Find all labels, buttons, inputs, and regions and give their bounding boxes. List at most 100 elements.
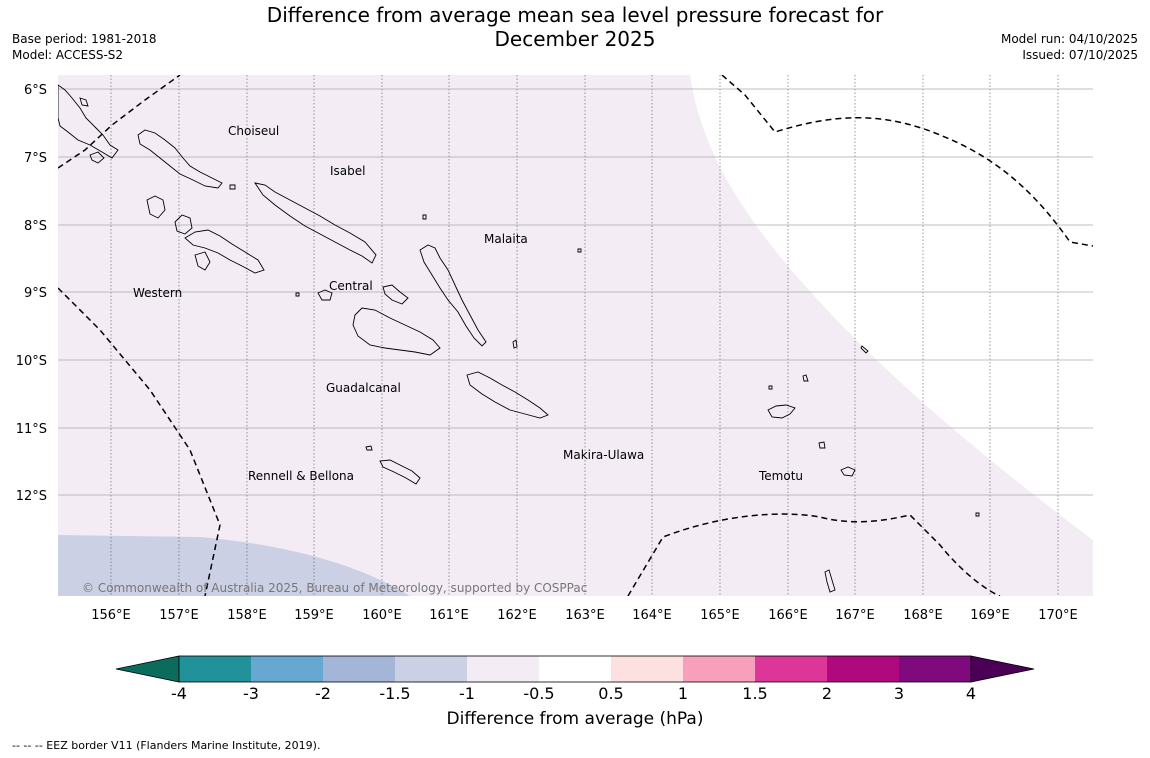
colorbar-segment <box>539 656 611 682</box>
small-islet <box>422 214 427 220</box>
region-label-malaita: Malaita <box>484 232 528 246</box>
region-label-western: Western <box>133 286 182 300</box>
colorbar: -4 -3 -2 -1.5 -1 -0.5 0.5 1 1.5 2 3 4 <box>115 655 1035 703</box>
colorbar-tick-label: 4 <box>966 684 976 703</box>
model-name: Model: ACCESS-S2 <box>12 48 124 62</box>
small-islet <box>768 385 773 390</box>
choiseul-coast <box>137 129 223 189</box>
region-label-makira: Makira-Ulawa <box>563 448 644 462</box>
latitude-labels: 6°S 7°S 8°S 9°S 10°S 11°S 12°S <box>16 83 47 504</box>
lon-label: 156°E <box>91 608 131 623</box>
isabel-coast <box>254 182 377 264</box>
coastlines <box>58 84 980 593</box>
colorbar-segment <box>827 656 899 682</box>
region-label-isabel: Isabel <box>330 164 365 178</box>
small-islet <box>229 184 236 190</box>
lat-label: 9°S <box>24 286 47 301</box>
colorbar-segment <box>395 656 467 682</box>
reef-islands-coast <box>802 374 809 382</box>
region-label-temotu: Temotu <box>758 469 803 483</box>
chart-title: Difference from average mean sea level p… <box>0 3 1150 51</box>
florida-islands-coast <box>382 284 409 305</box>
lat-label: 7°S <box>24 151 47 166</box>
bougainville-coast <box>58 84 119 159</box>
lon-label: 170°E <box>1038 608 1078 623</box>
colorbar-tick-label: 0.5 <box>598 684 623 703</box>
lon-label: 163°E <box>565 608 605 623</box>
map-panel: Choiseul Isabel Malaita Central Western … <box>58 75 1093 596</box>
colorbar-segment <box>323 656 395 682</box>
lat-label: 10°S <box>16 354 47 369</box>
lon-label: 158°E <box>227 608 267 623</box>
colorbar-extend-low <box>115 655 180 683</box>
lon-label: 161°E <box>429 608 469 623</box>
colorbar-tick-label: 1 <box>678 684 688 703</box>
bellona-coast <box>365 445 373 451</box>
santa-cruz-coast <box>767 404 796 419</box>
region-label-choiseul: Choiseul <box>228 124 279 138</box>
longitude-gridlines <box>110 75 1059 596</box>
colorbar-segment <box>467 656 539 682</box>
region-labels: Choiseul Isabel Malaita Central Western … <box>133 124 803 483</box>
duff-islands-coast <box>860 345 869 354</box>
latitude-gridlines <box>58 88 1093 496</box>
makira-coast <box>466 371 549 419</box>
colorbar-segment <box>899 656 971 682</box>
colorbar-title: Difference from average (hPa) <box>446 709 704 729</box>
lon-label: 166°E <box>768 608 808 623</box>
colorbar-segment <box>251 656 323 682</box>
meta-right: Model run: 04/10/2025 Issued: 07/10/2025 <box>1001 31 1138 63</box>
base-period: Base period: 1981-2018 <box>12 32 157 46</box>
colorbar-ticks: -4 -3 -2 -1.5 -1 -0.5 0.5 1 1.5 2 3 4 <box>171 684 976 703</box>
eez-border <box>58 75 1093 596</box>
colorbar-tick-label: -1 <box>459 684 475 703</box>
colorbar-segment <box>179 656 251 682</box>
lon-label: 169°E <box>970 608 1010 623</box>
lon-label: 165°E <box>700 608 740 623</box>
small-islet <box>577 248 582 253</box>
copyright-notice: © Commonwealth of Australia 2025, Bureau… <box>82 581 587 595</box>
colorbar-tick-label: -1.5 <box>379 684 410 703</box>
rendova-coast <box>194 251 211 271</box>
kolombangara-coast <box>174 214 193 235</box>
colorbar-tick-label: 3 <box>894 684 904 703</box>
colorbar-tick-label: -4 <box>171 684 187 703</box>
eez-legend-note: -- -- -- EEZ border V11 (Flanders Marine… <box>12 739 321 752</box>
colorbar-tick-label: -2 <box>315 684 331 703</box>
colorbar-segment <box>755 656 827 682</box>
rennell-coast <box>379 459 421 485</box>
guadalcanal-coast <box>352 307 441 356</box>
utupua-coast <box>818 441 826 449</box>
title-line-2: December 2025 <box>494 27 656 51</box>
vella-lavella-coast <box>146 195 166 219</box>
colorbar-segment <box>683 656 755 682</box>
negative-area <box>58 535 410 596</box>
colorbar-tick-label: -3 <box>243 684 259 703</box>
colorbar-tick-label: 2 <box>822 684 832 703</box>
lat-label: 11°S <box>16 422 47 437</box>
lat-label: 6°S <box>24 83 47 98</box>
title-line-1: Difference from average mean sea level p… <box>266 3 884 27</box>
shortland-coast <box>89 151 105 164</box>
lon-label: 162°E <box>497 608 537 623</box>
lat-label: 8°S <box>24 219 47 234</box>
issued-date: Issued: 07/10/2025 <box>1022 48 1138 62</box>
longitude-labels: 156°E 157°E 158°E 159°E 160°E 161°E 162°… <box>91 608 1078 623</box>
anuta-coast <box>824 569 836 593</box>
new-georgia-coast <box>184 229 265 274</box>
colorbar-tick-label: 1.5 <box>742 684 767 703</box>
lon-label: 157°E <box>159 608 199 623</box>
lon-label: 168°E <box>903 608 943 623</box>
buka-coast <box>79 97 89 107</box>
colorbar-outline <box>178 655 972 683</box>
lon-label: 167°E <box>835 608 875 623</box>
region-label-guadalcanal: Guadalcanal <box>326 381 401 395</box>
small-islet <box>295 292 300 297</box>
russell-islands-coast <box>317 289 333 301</box>
lat-label: 12°S <box>16 489 47 504</box>
region-label-rennell: Rennell & Bellona <box>248 469 354 483</box>
colorbar-tick-label: -0.5 <box>523 684 554 703</box>
lon-label: 160°E <box>362 608 402 623</box>
vanikoro-coast <box>840 466 856 477</box>
